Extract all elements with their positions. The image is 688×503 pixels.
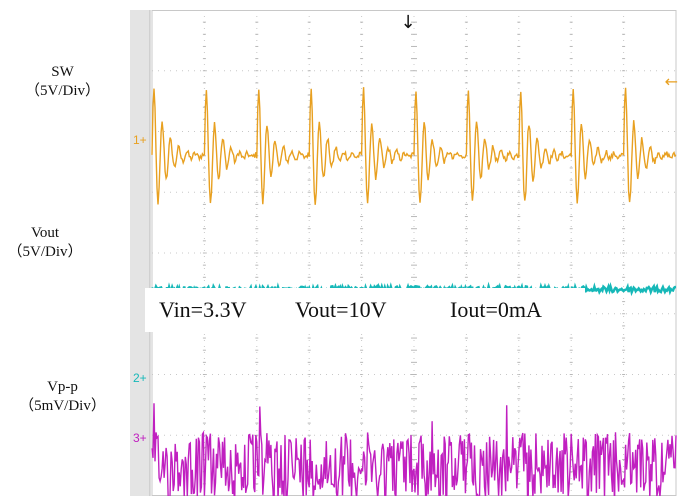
measurement-annotation: Vin=3.3V Vout=10V Iout=0mA <box>145 288 585 332</box>
oscilloscope-screen: 1+ 2+ 3+ ↓ ← <box>130 10 680 496</box>
channel-markers: 1+ 2+ 3+ ↓ ← <box>133 12 678 445</box>
vout-name: Vout <box>30 225 60 241</box>
vpp-scale: （5mV/Div） <box>19 398 106 414</box>
channel-label-sw: SW （5V/Div） <box>0 63 125 101</box>
channel-marker-3: 3+ <box>133 431 147 445</box>
channel-marker-2: 2+ <box>133 371 147 385</box>
trigger-level-marker: ← <box>665 72 678 91</box>
vout-scale: （5V/Div） <box>7 244 83 260</box>
graticule <box>151 10 677 496</box>
sw-scale: （5V/Div） <box>24 83 100 99</box>
vpp-name: Vp-p <box>47 379 78 395</box>
annotation-vin: Vin=3.3V <box>159 297 247 322</box>
trigger-position-marker: ↓ <box>400 12 415 33</box>
channel-label-vout: Vout （5V/Div） <box>0 224 90 262</box>
trace-vp-p <box>151 403 677 496</box>
sw-name: SW <box>51 64 74 80</box>
channel-label-vpp: Vp-p （5mV/Div） <box>0 378 125 416</box>
annotation-iout: Iout=0mA <box>450 297 542 322</box>
channel-marker-1: 1+ <box>133 133 147 147</box>
trace-sw <box>151 87 677 205</box>
screen-left-bezel <box>130 10 150 496</box>
grid-border <box>151 10 677 496</box>
annotation-vout: Vout=10V <box>295 297 387 322</box>
